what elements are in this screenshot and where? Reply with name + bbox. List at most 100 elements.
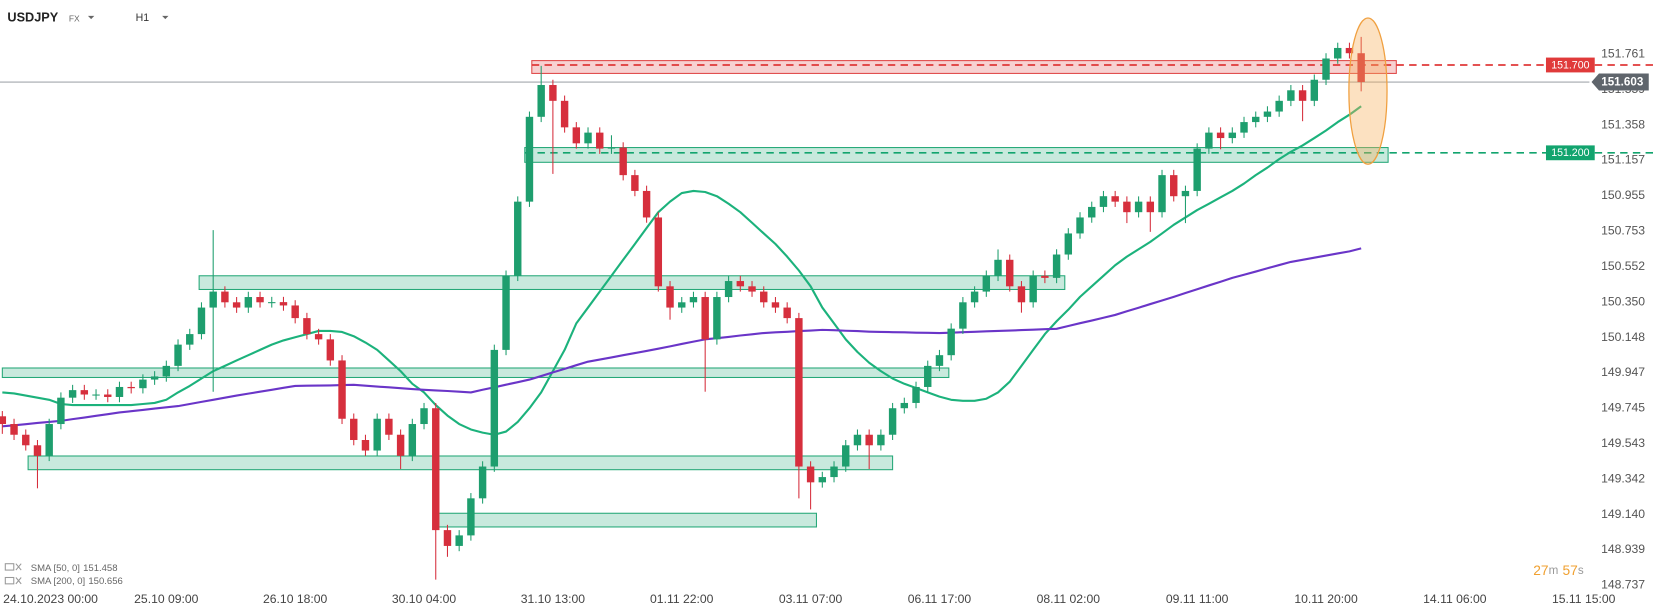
zone [198,275,1066,291]
zones [1,60,1397,528]
candle-body [631,175,639,191]
candle-body [291,305,299,319]
zone [531,60,1397,74]
candle-body [1287,90,1295,101]
candle-body [1345,47,1354,54]
x-tick-label: 30.10 04:00 [392,592,457,606]
x-tick-label: 25.10 09:00 [134,592,199,606]
candle-body [478,466,487,499]
candle-body [1322,58,1330,80]
candle-body [935,355,944,366]
market: FX [69,13,80,23]
candle-body [115,386,124,397]
legend-icons [4,563,22,585]
y-tick-label: 148.737 [1601,578,1645,592]
x-tick-label: 09.11 11:00 [1166,592,1229,606]
candle-body [795,318,803,467]
countdown-minutes: 27 [1533,563,1548,578]
candle-body [1099,196,1108,207]
y-tick-label: 149.745 [1601,401,1645,415]
y-tick-label: 151.157 [1601,153,1645,167]
candle-body [1088,206,1096,218]
y-tick-label: 151.761 [1601,46,1645,60]
y-tick-label: 149.947 [1601,365,1645,379]
candle-body [970,291,979,303]
candle-body [1041,275,1049,278]
legend-value: 151.458 [83,562,117,573]
legend-entry: SMA [50, 0] 151.458 [31,562,118,573]
y-tick-label: 150.148 [1601,330,1645,344]
candle-body [490,349,499,467]
candle-body [197,307,206,335]
eye-icon[interactable] [4,576,15,585]
candle-body [549,85,557,101]
candle-body [572,127,581,144]
x-tick-label: 08.11 02:00 [1037,592,1101,606]
legend-name: SMA [200, 0] [31,576,85,587]
y-tick-label: 149.543 [1601,436,1645,450]
candle-body [596,132,604,149]
candle-body [713,297,721,340]
y-tick-label: 151.358 [1601,117,1645,131]
candle-body [514,201,522,276]
candle-body [174,344,182,366]
dropdown-caret[interactable] [87,15,95,20]
candle-body [830,466,838,478]
candle-body [1017,286,1026,303]
candle-body [1123,201,1131,213]
y-tick-label: 149.342 [1601,471,1645,485]
candle-body [525,116,534,202]
candle-body [607,147,616,149]
candle-body [760,291,768,303]
candle-body [1275,100,1283,112]
candle-body [1006,259,1014,287]
candle-body [1216,132,1225,139]
candle-body [654,217,663,287]
countdown-unit: m [1549,564,1559,577]
candle-body [748,286,756,292]
candle-body [432,408,440,531]
candle-body [842,445,850,467]
interval[interactable]: H1 [136,12,150,24]
x-tick-label: 03.11 07:00 [779,592,843,606]
candle-body [0,416,7,425]
candle-body [244,297,253,308]
moving-averages [2,105,1362,436]
level-label: 151.200 [1551,147,1589,159]
candle-body [104,394,112,397]
candle-body [350,418,358,441]
candle-body [338,360,346,419]
x-tick-label: 01.11 22:00 [650,592,714,606]
candle-body [256,297,264,303]
candle-body [139,379,147,389]
candle-body [537,85,545,117]
candle-body [888,408,897,435]
level-label-box [1545,145,1595,161]
candle-body [314,334,323,340]
x-tick-label: 24.10.2023 00:00 [3,592,98,606]
candle-body [455,535,463,546]
symbol[interactable]: USDJPY [7,9,58,24]
candle-body [1064,233,1073,255]
reference-lines: 151.700 151.200 [0,57,1653,161]
candle-body [33,445,42,456]
eye-icon[interactable] [4,563,15,571]
candle-body [326,339,335,361]
candle-body [806,466,815,483]
close-icon[interactable] [15,577,22,585]
countdown-unit: s [1578,564,1584,577]
candle-body [1146,201,1155,213]
candle-body [1252,116,1260,123]
y-tick-label: 150.552 [1601,259,1645,273]
highlight-ellipse [1348,17,1388,165]
zone [27,455,894,471]
close-icon[interactable] [15,563,22,571]
candle-body [373,418,381,451]
dropdown-caret[interactable] [162,15,169,20]
candle-body [68,390,77,398]
candle-body [865,434,873,446]
candle-body [736,281,745,287]
candle-body [232,302,241,308]
